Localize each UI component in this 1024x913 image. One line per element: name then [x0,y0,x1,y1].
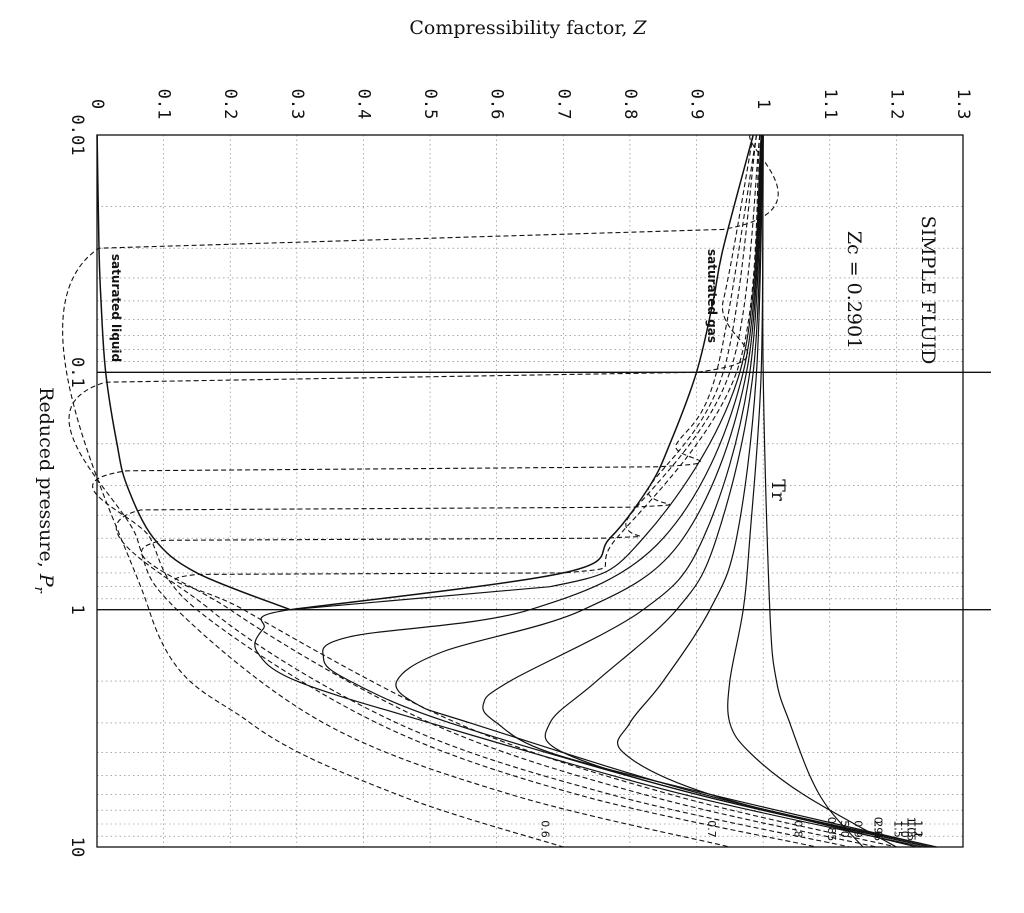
curve-label-tr-2.0: 2.0 [871,820,884,838]
x-tick-label: 0.01 [67,115,87,156]
svg-text:0.8: 0.8 [620,89,640,120]
svg-text:0.7: 0.7 [553,89,573,120]
y-tick-label: 0.5 [420,89,440,120]
tr-annotation: Tr [767,479,789,502]
y-tick-label: 0.7 [553,89,573,120]
svg-text:10: 10 [67,837,87,857]
x-axis-title: Reduced pressure, Pr [31,387,57,593]
curve-label-tr-0.9: 0.9 [851,820,864,838]
y-tick-label: 0.4 [353,89,373,120]
curve-label-tr-0.7: 0.7 [705,820,718,838]
svg-text:0.9: 0.9 [851,820,864,838]
curve-label-tr-1.3: 1.3 [905,820,918,838]
svg-text:1: 1 [67,605,87,615]
svg-text:SIMPLE FLUID: SIMPLE FLUID [917,216,939,365]
y-tick-label: 0.9 [687,89,707,120]
y-tick-label: 0.2 [220,89,240,120]
svg-text:1.05: 1.05 [905,817,918,842]
svg-text:Tr: Tr [767,479,789,502]
isotherm-curve-tr-1.5 [617,134,917,848]
y-tick-label: 1.3 [953,89,973,120]
svg-text:1.1: 1.1 [820,89,840,120]
curve-label-tr-1.1: 1.1 [911,820,924,838]
saturated-gas-label: saturated gas [705,249,719,343]
svg-text:2.0: 2.0 [871,820,884,838]
svg-text:saturated gas: saturated gas [705,249,719,343]
plot-frame [96,134,964,848]
isotherm-curve-tr-0.8 [92,134,817,848]
saturated-liquid-label: saturated liquid [109,254,123,362]
svg-text:0.5: 0.5 [420,89,440,120]
isotherm-curve-tr-0.9 [141,134,877,848]
svg-text:0.7: 0.7 [705,820,718,838]
svg-text:0.2: 0.2 [220,89,240,120]
x-tick-label: 0.1 [67,357,87,388]
svg-text:1.2: 1.2 [911,820,924,838]
curve-label-tr-0.8: 0.8 [791,820,804,838]
y-tick-label: 1.1 [820,89,840,120]
curve-label-tr-5.0: 5.0 [838,820,851,838]
curve-label-tr-1.5: 1.5 [891,820,904,838]
svg-text:0.4: 0.4 [353,89,373,120]
svg-text:1: 1 [753,99,773,109]
tick-labels: 0 0.1 0.2 0.3 0.4 0.5 0.6 0.7 0.8 0.9 1 1.1 1.2 1.30.… [67,89,973,858]
curve-label-tr-0.95: 0.95 [871,817,884,842]
saturation-curves [96,134,754,611]
y-tick-label: 0.6 [487,89,507,120]
svg-text:1.2: 1.2 [886,89,906,120]
curve-labels: 0.6 0.7 0.8 0.85 0.9 0.95 1.01.051.11.21.31.5 2… [538,817,924,842]
svg-text:0.01: 0.01 [67,115,87,156]
isotherm-curve-tr-0.6 [62,134,779,848]
saturated-liquid-curve [96,134,291,611]
isotherm-curve-tr-0.95 [174,134,897,848]
isotherm-curve-tr-2.0 [727,134,897,848]
curve-label-tr-1.05: 1.05 [905,817,918,842]
y-tick-label: 1.2 [886,89,906,120]
y-tick-label: 0.8 [620,89,640,120]
svg-text:0: 0 [87,99,107,109]
y-tick-label: 0.1 [154,89,174,120]
curve-label-tr-0.85: 0.85 [825,817,838,842]
svg-text:0.9: 0.9 [687,89,707,120]
x-tick-label: 10 [67,837,87,857]
curve-label-tr-1.0: 1.0 [898,820,911,838]
isotherm-curve-tr-1.0 [254,134,924,848]
y-tick-label: 1 [753,99,773,109]
svg-text:Zc = 0.2901: Zc = 0.2901 [843,231,865,349]
isotherm-curve-tr-0.7 [68,134,754,848]
svg-text:0.1: 0.1 [67,357,87,388]
curve-label-tr-0.6: 0.6 [538,820,551,838]
isotherm-curve-tr-1.3 [544,134,930,848]
svg-text:0.85: 0.85 [825,817,838,842]
svg-text:0.1: 0.1 [154,89,174,120]
y-axis-title: Compressibility factor, Z [409,17,647,39]
svg-text:1.5: 1.5 [891,820,904,838]
reference-lines [97,371,991,611]
svg-text:Reduced pressure, Pr: Reduced pressure, Pr [31,387,57,593]
curve-label-tr-1.2: 1.2 [911,820,924,838]
svg-text:1.0: 1.0 [898,820,911,838]
svg-text:5.0: 5.0 [838,820,851,838]
y-tick-label: 0.3 [287,89,307,120]
svg-text:0.8: 0.8 [791,820,804,838]
x-tick-label: 1 [67,605,87,615]
saturated-gas-curve [290,134,754,611]
svg-text:1.1: 1.1 [911,820,924,838]
fluid-annotation: SIMPLE FLUID [917,216,939,365]
svg-text:saturated liquid: saturated liquid [109,254,123,362]
isotherm-curve-tr-5.0 [762,134,864,848]
y-tick-label: 0 [87,99,107,109]
zc-annotation: Zc = 0.2901 [843,231,865,349]
grid-lines [97,135,963,847]
isotherm-curve-tr-1.05 [322,134,930,848]
isotherm-curve-tr-1.2 [482,134,937,848]
svg-text:0.3: 0.3 [287,89,307,120]
svg-text:0.6: 0.6 [538,820,551,838]
svg-text:1.3: 1.3 [905,820,918,838]
svg-text:0.95: 0.95 [871,817,884,842]
svg-text:0.6: 0.6 [487,89,507,120]
svg-text:1.3: 1.3 [953,89,973,120]
isotherm-curves [62,134,937,848]
